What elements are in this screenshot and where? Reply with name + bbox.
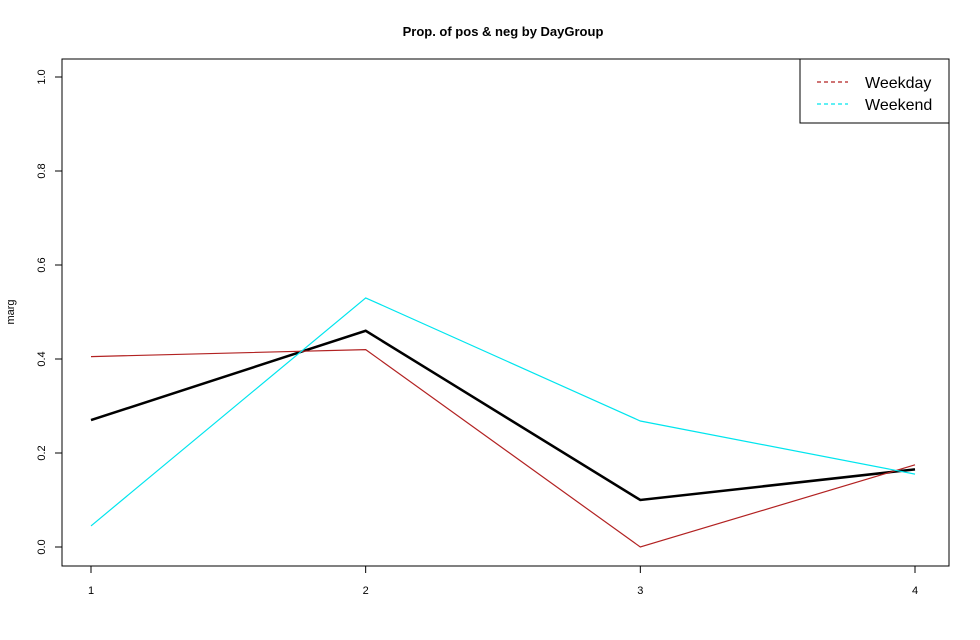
y-axis-label: marg xyxy=(5,299,17,324)
plot-frame xyxy=(61,58,950,567)
y-tick-label: 0.6 xyxy=(36,257,48,272)
legend: Weekday Weekend xyxy=(799,58,950,124)
x-tick-label: 3 xyxy=(637,585,643,597)
y-tick-label: 0.4 xyxy=(36,351,48,366)
legend-box xyxy=(799,58,950,124)
y-axis: 0.0 0.2 0.4 0.6 0.8 1.0 xyxy=(36,69,63,555)
series-line-overall xyxy=(90,329,916,502)
y-tick-label: 0.0 xyxy=(36,539,48,554)
x-tick-label: 2 xyxy=(363,585,369,597)
y-tick-label: 1.0 xyxy=(36,69,48,84)
series-layer xyxy=(90,297,916,548)
chart-title: Prop. of pos & neg by DayGroup xyxy=(403,24,604,39)
x-tick-label: 1 xyxy=(88,585,94,597)
y-tick-label: 0.8 xyxy=(36,163,48,178)
x-axis: 1 2 3 4 xyxy=(88,565,918,597)
x-tick-label: 4 xyxy=(912,585,918,597)
y-tick-label: 0.2 xyxy=(36,445,48,460)
legend-label-weekend: Weekend xyxy=(865,97,932,114)
legend-label-weekday: Weekday xyxy=(865,75,931,92)
series-line-weekday xyxy=(90,348,916,548)
series-line-weekend xyxy=(90,297,916,527)
